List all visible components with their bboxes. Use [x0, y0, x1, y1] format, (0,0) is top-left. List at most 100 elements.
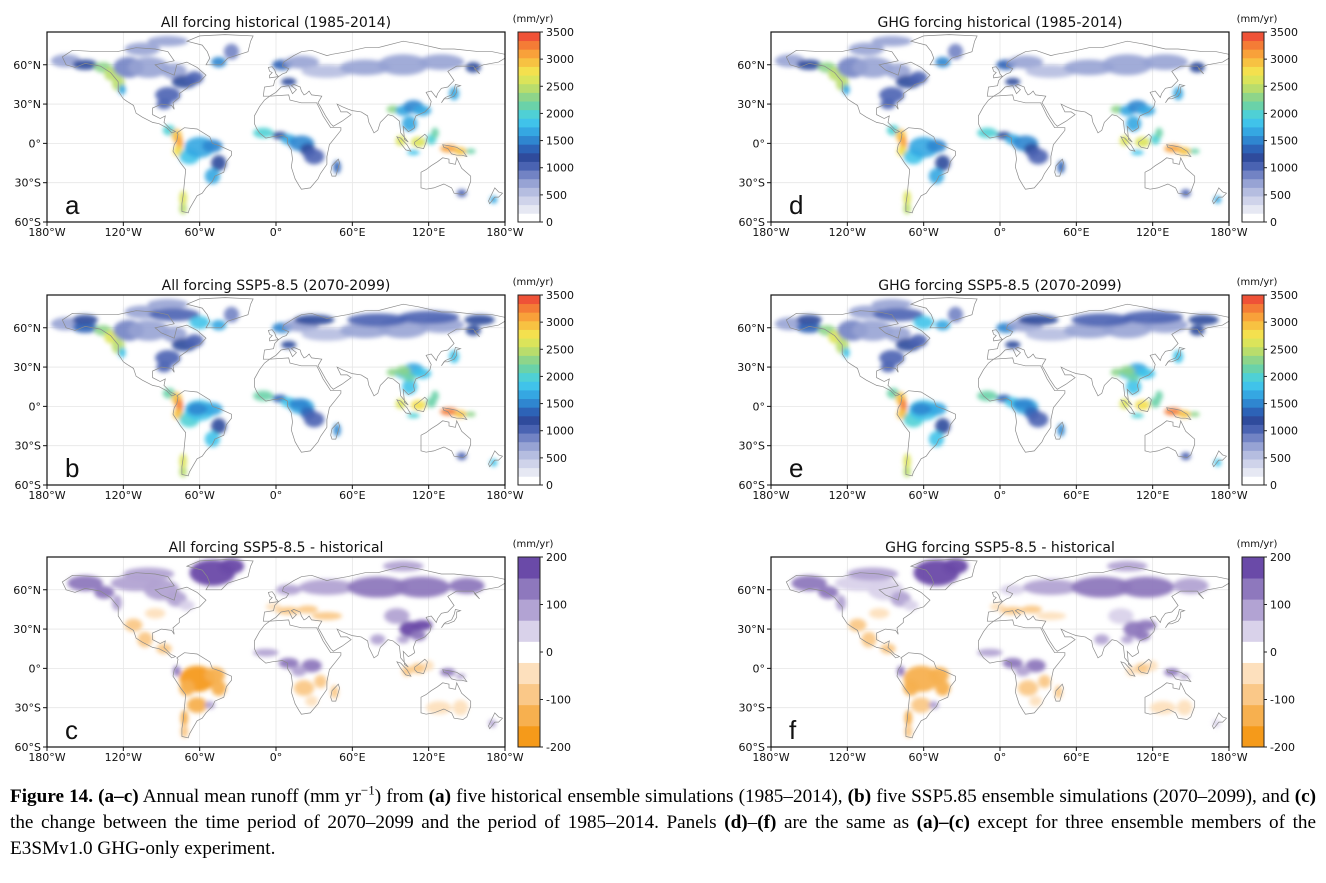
- runoff-cell: [465, 325, 481, 336]
- runoff-cell: [204, 168, 221, 184]
- map-area: [771, 557, 1229, 747]
- lon-tick-label: 60°E: [1063, 226, 1089, 239]
- coastline-nz: [488, 450, 504, 468]
- runoff-cell: [1057, 160, 1065, 174]
- change-cell: [137, 631, 153, 648]
- coastline-sumatra: [1120, 136, 1136, 152]
- lat-tick-label: 0°: [29, 400, 42, 413]
- runoff-cell: [281, 340, 297, 349]
- runoff-cell: [885, 63, 911, 80]
- runoff-cell: [903, 203, 911, 215]
- runoff-cell: [1027, 411, 1049, 428]
- colorbar-label: 0: [546, 479, 553, 492]
- coastline-newguinea: [442, 407, 468, 421]
- coastline-japan: [441, 83, 462, 104]
- lat-tick-label: 30°S: [739, 702, 765, 715]
- colorbar-label: 200: [546, 551, 567, 564]
- caption-dash: –: [747, 812, 758, 833]
- caption-ac-label: (a)–(c): [916, 812, 970, 833]
- runoff-cell: [842, 84, 850, 95]
- data-field: [50, 35, 498, 215]
- runoff-cell: [871, 35, 913, 47]
- coastline-sumatra: [396, 136, 412, 152]
- lon-tick-label: 60°W: [184, 226, 214, 239]
- colorbar-segment: [1242, 161, 1264, 171]
- caption-a-label: (a): [428, 786, 451, 807]
- lat-tick-label: 60°N: [13, 59, 41, 72]
- colorbar-segment: [1242, 83, 1264, 93]
- runoff-cell: [410, 399, 427, 411]
- change-cell: [452, 699, 469, 716]
- runoff-cell: [1137, 368, 1156, 379]
- coastline-africa: [978, 357, 1066, 453]
- lon-tick-label: 180°W: [1210, 751, 1247, 764]
- lon-tick-label: 60°W: [184, 489, 214, 502]
- runoff-cell: [871, 298, 913, 310]
- runoff-cell: [1127, 373, 1140, 382]
- runoff-cell: [395, 365, 411, 377]
- runoff-cell: [880, 361, 896, 373]
- runoff-cell: [202, 139, 223, 153]
- colorbar-segment: [518, 346, 540, 356]
- lon-tick-label: 60°W: [908, 226, 938, 239]
- runoff-cell: [796, 314, 822, 326]
- runoff-cell: [339, 59, 391, 76]
- colorbar-segment: [518, 109, 540, 119]
- coastline-southAmerica: [896, 127, 956, 214]
- change-cell: [1173, 577, 1209, 594]
- lat-tick-label: 0°: [753, 137, 766, 150]
- coastlines: [61, 34, 505, 214]
- coastline-eurasia: [262, 565, 505, 668]
- lon-tick-label: 120°E: [1136, 226, 1169, 239]
- caption-b-label: (b): [847, 786, 872, 807]
- coastline-australia: [1144, 419, 1196, 458]
- change-cell: [1054, 685, 1063, 699]
- colorbar-segment: [518, 641, 540, 663]
- lat-tick-label: 60°N: [737, 322, 765, 335]
- colorbar-label: 2500: [546, 80, 574, 93]
- coastline-japan: [1165, 346, 1186, 367]
- lat-tick-label: 30°N: [737, 361, 765, 374]
- runoff-cell: [456, 189, 467, 198]
- colorbar-segment: [518, 662, 540, 685]
- colorbar-segment: [518, 49, 540, 59]
- colorbar-segment: [518, 364, 540, 374]
- change-cell: [384, 608, 410, 624]
- map-area: [771, 32, 1229, 222]
- runoff-cell: [852, 56, 894, 78]
- coastline-northAmerica: [785, 572, 931, 659]
- change-cell: [1002, 657, 1023, 669]
- runoff-cell: [852, 319, 894, 341]
- runoff-cell: [465, 148, 476, 154]
- change-cell: [276, 584, 302, 595]
- lat-tick-label: 30°N: [13, 361, 41, 374]
- colorbar-segment: [1242, 213, 1264, 223]
- change-cell: [396, 635, 410, 644]
- colorbar-segment: [1242, 641, 1264, 663]
- change-cell: [989, 602, 1006, 611]
- colorbar-segment: [518, 75, 540, 85]
- caption-text-7: except for three ensemble members of the…: [10, 812, 1317, 859]
- colorbar-segment: [1242, 320, 1264, 330]
- runoff-cell: [281, 77, 297, 86]
- change-cell: [278, 657, 299, 669]
- panel-title: All forcing SSP5-8.5 (2070-2099): [162, 278, 391, 294]
- panel-title: GHG forcing SSP5-8.5 - historical: [885, 540, 1115, 556]
- coastline-southAmerica: [896, 390, 956, 477]
- lat-tick-label: 30°N: [13, 98, 41, 111]
- runoff-cell: [179, 453, 187, 470]
- colorbar-label: 1500: [1270, 398, 1298, 411]
- colorbar-segment: [518, 599, 540, 621]
- lon-tick-label: 120°W: [829, 751, 866, 764]
- lon-tick-label: 0°: [994, 489, 1007, 502]
- colorbar-units: (mm/yr): [1237, 539, 1278, 550]
- colorbar-segment: [1242, 433, 1264, 443]
- colorbar-segment: [1242, 398, 1264, 408]
- runoff-cell: [928, 431, 945, 447]
- colorbar-segment: [1242, 32, 1264, 42]
- colorbar-segment: [1242, 329, 1264, 339]
- colorbar-segment: [1242, 127, 1264, 137]
- runoff-cell: [395, 135, 406, 146]
- lon-tick-label: 60°W: [184, 751, 214, 764]
